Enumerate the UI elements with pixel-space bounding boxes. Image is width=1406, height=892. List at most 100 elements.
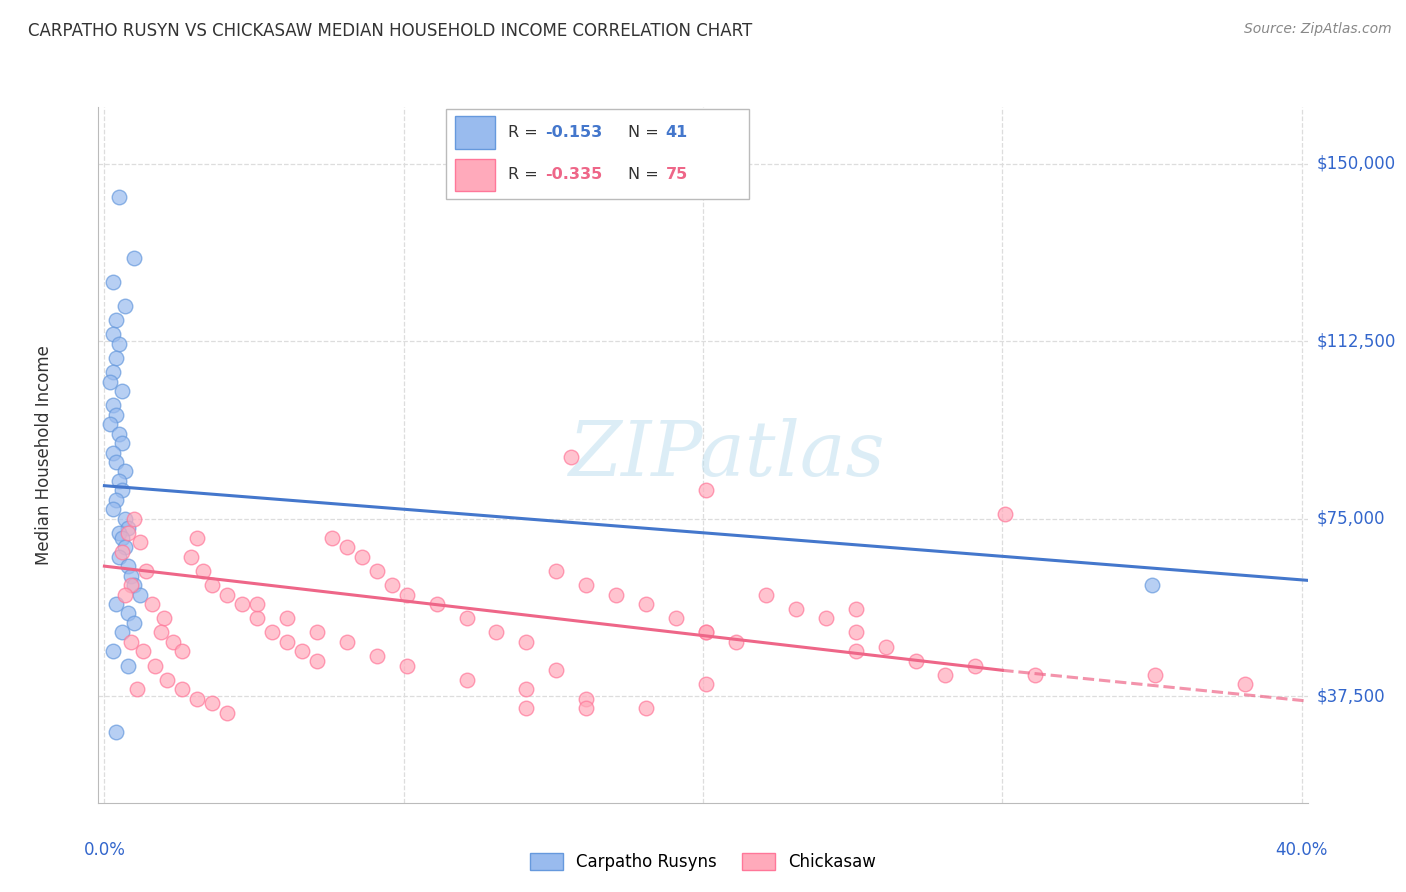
Point [575,701,598,715]
Point [141,597,163,611]
Point [114,465,136,479]
Point [814,611,837,625]
Point [103,445,125,459]
Point [135,564,157,578]
Point [114,299,136,313]
Point [103,365,125,379]
Point [1143,668,1166,682]
Point [217,588,239,602]
Point [180,549,202,564]
Point [217,706,239,720]
Point [201,697,224,711]
Point [546,564,568,578]
Point [114,540,136,554]
Point [515,701,537,715]
Text: CARPATHO RUSYN VS CHICKASAW MEDIAN HOUSEHOLD INCOME CORRELATION CHART: CARPATHO RUSYN VS CHICKASAW MEDIAN HOUSE… [28,22,752,40]
Point [120,578,142,592]
Point [105,313,128,327]
Point [605,588,627,602]
Point [965,658,987,673]
Point [695,625,717,640]
Point [546,663,568,677]
Text: $150,000: $150,000 [1316,155,1396,173]
Point [124,615,146,630]
Point [755,588,778,602]
Point [153,611,176,625]
Point [120,635,142,649]
Point [105,455,128,469]
Point [201,578,224,592]
Text: N =: N = [628,167,665,182]
FancyBboxPatch shape [456,159,495,191]
Point [231,597,253,611]
Point [150,625,173,640]
Point [381,578,404,592]
Point [575,578,598,592]
Text: $112,500: $112,500 [1316,333,1396,351]
Point [321,531,343,545]
Point [108,426,131,441]
Point [172,644,194,658]
Point [845,644,868,658]
Point [117,526,139,541]
Point [156,673,179,687]
Point [665,611,688,625]
Point [395,588,418,602]
Point [127,682,149,697]
Point [117,607,139,621]
Point [129,535,152,549]
Point [105,492,128,507]
Text: Source: ZipAtlas.com: Source: ZipAtlas.com [1244,22,1392,37]
Point [117,658,139,673]
Text: $37,500: $37,500 [1316,688,1385,706]
Point [105,597,128,611]
Text: R =: R = [508,125,543,140]
Point [117,521,139,535]
Point [172,682,194,697]
Point [845,625,868,640]
Point [456,673,478,687]
Point [111,384,134,398]
Point [456,611,478,625]
Point [111,531,134,545]
Point [560,450,582,465]
Point [305,654,328,668]
Point [103,398,125,412]
Point [124,252,146,266]
Point [575,691,598,706]
Point [105,724,128,739]
Point [260,625,283,640]
Point [336,635,359,649]
FancyBboxPatch shape [456,116,495,149]
Point [515,635,537,649]
Point [103,644,125,658]
Legend: Carpatho Rusyns, Chickasaw: Carpatho Rusyns, Chickasaw [523,847,883,878]
Point [162,635,184,649]
Point [291,644,314,658]
Text: 40.0%: 40.0% [1275,840,1327,859]
Point [114,512,136,526]
Point [186,531,208,545]
Point [108,336,131,351]
Point [108,549,131,564]
Point [120,568,142,582]
Point [108,474,131,488]
Point [426,597,449,611]
Point [129,588,152,602]
Point [695,483,717,498]
Point [246,611,269,625]
Point [350,549,373,564]
Point [124,512,146,526]
Point [1024,668,1046,682]
Point [276,611,298,625]
Point [114,588,136,602]
Point [305,625,328,640]
Point [515,682,537,697]
FancyBboxPatch shape [446,109,749,199]
Point [485,625,508,640]
Point [103,327,125,342]
Point [105,408,128,422]
Point [1233,677,1256,691]
Point [111,625,134,640]
Point [246,597,269,611]
